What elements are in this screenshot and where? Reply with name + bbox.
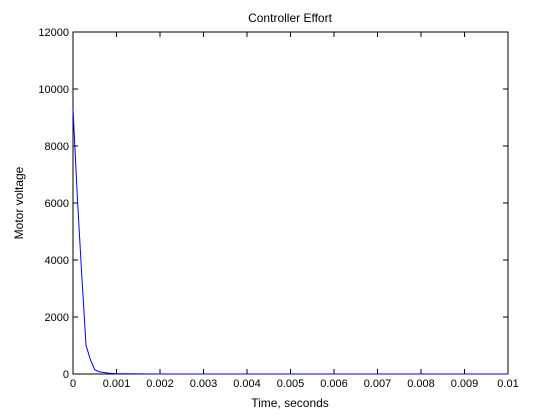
x-tick-label: 0.004 <box>233 378 261 390</box>
y-axis-label: Motor voltage <box>12 166 26 239</box>
x-axis-ticks: 0 0.001 0.002 0.003 0.004 0.005 0.006 0.007 0.00… <box>70 32 519 390</box>
x-tick-label: 0.003 <box>190 378 218 390</box>
x-tick-label: 0.002 <box>146 378 174 390</box>
x-tick-label: 0.007 <box>364 378 392 390</box>
y-tick-label: 8000 <box>45 141 69 153</box>
x-tick-label: 0.01 <box>497 378 518 390</box>
x-axis-label: Time, seconds <box>251 396 329 410</box>
chart-title: Controller Effort <box>248 11 332 25</box>
x-tick-label: 0.001 <box>103 378 131 390</box>
y-tick-label: 12000 <box>38 27 69 39</box>
x-tick-label: 0.008 <box>407 378 435 390</box>
y-axis-ticks: 0 2000 4000 6000 8000 10000 12000 <box>38 27 508 381</box>
plot-area <box>72 31 509 375</box>
series-layer <box>72 108 508 375</box>
y-tick-label: 10000 <box>38 84 69 96</box>
x-tick-label: 0.009 <box>451 378 479 390</box>
x-tick-label: 0.006 <box>320 378 348 390</box>
y-tick-label: 0 <box>63 369 69 381</box>
x-tick-label: 0 <box>70 378 76 390</box>
series-line <box>72 108 508 375</box>
x-tick-label: 0.005 <box>277 378 305 390</box>
y-tick-label: 4000 <box>45 255 69 267</box>
y-tick-label: 6000 <box>45 198 69 210</box>
y-tick-label: 2000 <box>45 312 69 324</box>
